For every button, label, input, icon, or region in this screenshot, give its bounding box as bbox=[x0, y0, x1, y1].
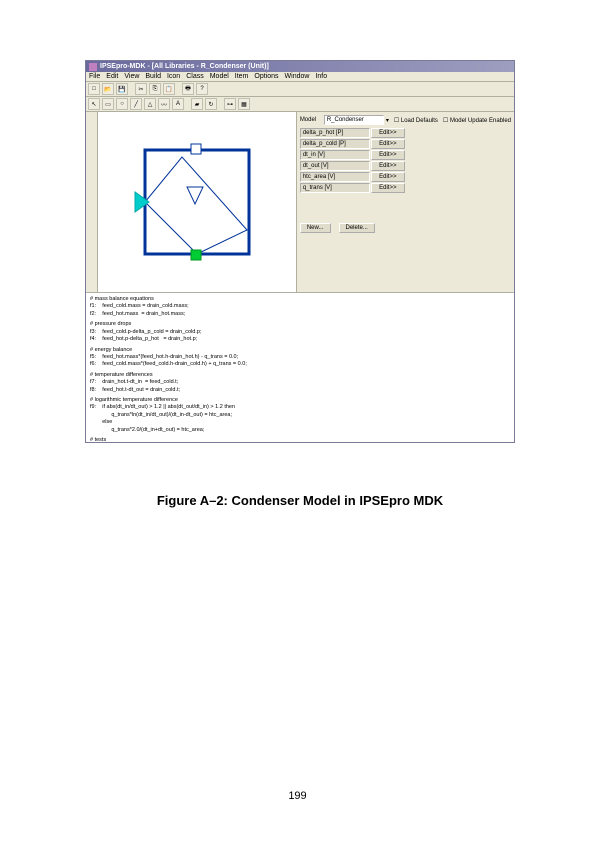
new-icon[interactable]: □ bbox=[88, 83, 100, 95]
edit-button[interactable]: Edit>> bbox=[371, 183, 405, 193]
print-icon[interactable]: 🖶 bbox=[182, 83, 194, 95]
main-area: Model R_Condenser ▾ ☐ Load Defaults ☐ Mo… bbox=[86, 112, 514, 292]
paste-icon[interactable]: 📋 bbox=[163, 83, 175, 95]
grid-icon[interactable]: ▦ bbox=[238, 98, 250, 110]
menu-item[interactable]: Item bbox=[235, 73, 249, 80]
model-label: Model bbox=[300, 117, 322, 123]
rect-icon[interactable]: ▭ bbox=[102, 98, 114, 110]
fill-icon[interactable]: ▰ bbox=[191, 98, 203, 110]
edit-button[interactable]: Edit>> bbox=[371, 128, 405, 138]
menu-icon[interactable]: Icon bbox=[167, 73, 180, 80]
prop-row: dt_in [V]Edit>> bbox=[300, 150, 511, 160]
save-icon[interactable]: 💾 bbox=[116, 83, 128, 95]
window-titlebar: IPSEpro-MDK - [All Libraries - R_Condens… bbox=[86, 61, 514, 72]
code-panel: # mass balance equationsf1: feed_cold.ma… bbox=[86, 292, 514, 442]
menu-window[interactable]: Window bbox=[285, 73, 310, 80]
prop-row: dt_out [V]Edit>> bbox=[300, 161, 511, 171]
prop-row: delta_p_hot [P]Edit>> bbox=[300, 128, 511, 138]
edit-button[interactable]: Edit>> bbox=[371, 139, 405, 149]
main-toolbar: □ 📂 💾 ✂ ⎘ 📋 🖶 ? bbox=[86, 82, 514, 97]
diagram-panel bbox=[98, 112, 297, 292]
menu-options[interactable]: Options bbox=[254, 73, 278, 80]
load-defaults-checkbox[interactable]: ☐ Load Defaults bbox=[394, 117, 438, 124]
edit-button[interactable]: Edit>> bbox=[371, 150, 405, 160]
line-icon[interactable]: ╱ bbox=[130, 98, 142, 110]
menubar: File Edit View Build Icon Class Model It… bbox=[86, 72, 514, 82]
prop-label: delta_p_cold [P] bbox=[300, 139, 370, 149]
properties-panel: Model R_Condenser ▾ ☐ Load Defaults ☐ Mo… bbox=[297, 112, 514, 292]
model-select[interactable]: R_Condenser bbox=[324, 115, 384, 125]
new-button[interactable]: New... bbox=[300, 223, 331, 233]
prop-label: htc_area [V] bbox=[300, 172, 370, 182]
app-icon bbox=[89, 63, 97, 71]
help-icon[interactable]: ? bbox=[196, 83, 208, 95]
window-title: IPSEpro-MDK - [All Libraries - R_Condens… bbox=[100, 63, 511, 70]
prop-row: delta_p_cold [P]Edit>> bbox=[300, 139, 511, 149]
condenser-diagram bbox=[127, 132, 267, 272]
menu-build[interactable]: Build bbox=[145, 73, 161, 80]
prop-label: dt_in [V] bbox=[300, 150, 370, 160]
menu-model[interactable]: Model bbox=[210, 73, 229, 80]
menu-view[interactable]: View bbox=[124, 73, 139, 80]
left-sidebar bbox=[86, 112, 98, 292]
menu-info[interactable]: Info bbox=[315, 73, 327, 80]
poly-icon[interactable]: △ bbox=[144, 98, 156, 110]
prop-label: delta_p_hot [P] bbox=[300, 128, 370, 138]
menu-class[interactable]: Class bbox=[186, 73, 204, 80]
rotate-icon[interactable]: ↻ bbox=[205, 98, 217, 110]
drawing-toolbar: ↖ ▭ ○ ╱ △ 〰 A ▰ ↻ ⊶ ▦ bbox=[86, 97, 514, 112]
pointer-icon[interactable]: ↖ bbox=[88, 98, 100, 110]
menu-edit[interactable]: Edit bbox=[106, 73, 118, 80]
figure-caption: Figure A–2: Condenser Model in IPSEpro M… bbox=[85, 493, 515, 508]
copy-icon[interactable]: ⎘ bbox=[149, 83, 161, 95]
page-number: 199 bbox=[0, 790, 595, 802]
model-update-checkbox[interactable]: ☐ Model Update Enabled bbox=[443, 117, 511, 124]
connect-icon[interactable]: ⊶ bbox=[224, 98, 236, 110]
delete-button[interactable]: Delete... bbox=[339, 223, 375, 233]
app-window: IPSEpro-MDK - [All Libraries - R_Condens… bbox=[85, 60, 515, 443]
cut-icon[interactable]: ✂ bbox=[135, 83, 147, 95]
prop-row: q_trans [V]Edit>> bbox=[300, 183, 511, 193]
prop-row: htc_area [V]Edit>> bbox=[300, 172, 511, 182]
prop-label: dt_out [V] bbox=[300, 161, 370, 171]
prop-label: q_trans [V] bbox=[300, 183, 370, 193]
dropdown-icon[interactable]: ▾ bbox=[386, 117, 389, 124]
open-icon[interactable]: 📂 bbox=[102, 83, 114, 95]
text-icon[interactable]: A bbox=[172, 98, 184, 110]
menu-file[interactable]: File bbox=[89, 73, 100, 80]
edit-button[interactable]: Edit>> bbox=[371, 172, 405, 182]
curve-icon[interactable]: 〰 bbox=[158, 98, 170, 110]
circle-icon[interactable]: ○ bbox=[116, 98, 128, 110]
edit-button[interactable]: Edit>> bbox=[371, 161, 405, 171]
